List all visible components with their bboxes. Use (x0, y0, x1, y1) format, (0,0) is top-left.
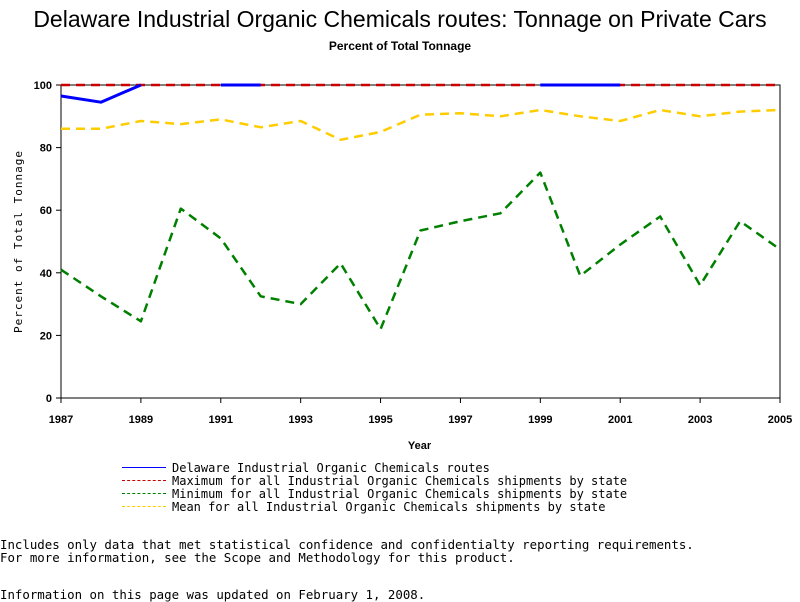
series-3 (61, 110, 780, 140)
footnote-methodology: For more information, see the Scope and … (0, 550, 515, 565)
y-tick-label: 80 (40, 143, 52, 155)
x-axis-title: Year (408, 440, 432, 452)
x-tick-label: 1991 (209, 414, 233, 426)
series-line (61, 110, 780, 140)
series-0 (61, 85, 620, 102)
series-line (61, 85, 141, 102)
y-tick-label: 0 (46, 393, 52, 405)
legend-swatch (122, 480, 166, 481)
x-tick-label: 2003 (688, 414, 712, 426)
series-line (61, 173, 780, 330)
y-tick-label: 20 (40, 330, 52, 342)
legend-swatch (122, 506, 166, 507)
y-tick-label: 40 (40, 268, 52, 280)
x-tick-label: 2005 (768, 414, 792, 426)
x-tick-label: 2001 (608, 414, 632, 426)
legend-label: Mean for all Industrial Organic Chemical… (172, 500, 605, 514)
legend-swatch (122, 467, 166, 468)
x-tick-label: 1999 (528, 414, 552, 426)
y-axis-title: Percent of Total Tonnage (12, 150, 25, 333)
legend-label: Minimum for all Industrial Organic Chemi… (172, 487, 627, 501)
x-tick-label: 1997 (448, 414, 472, 426)
legend-swatch (122, 493, 166, 494)
x-tick-label: 1987 (49, 414, 73, 426)
legend-label: Maximum for all Industrial Organic Chemi… (172, 474, 627, 488)
x-tick-label: 1995 (368, 414, 392, 426)
series-2 (61, 173, 780, 330)
plot-frame (61, 85, 780, 398)
y-tick-label: 60 (40, 205, 52, 217)
y-tick-label: 100 (34, 80, 52, 92)
legend-label: Delaware Industrial Organic Chemicals ro… (172, 461, 490, 475)
x-tick-label: 1993 (288, 414, 312, 426)
x-tick-label: 1989 (129, 414, 153, 426)
